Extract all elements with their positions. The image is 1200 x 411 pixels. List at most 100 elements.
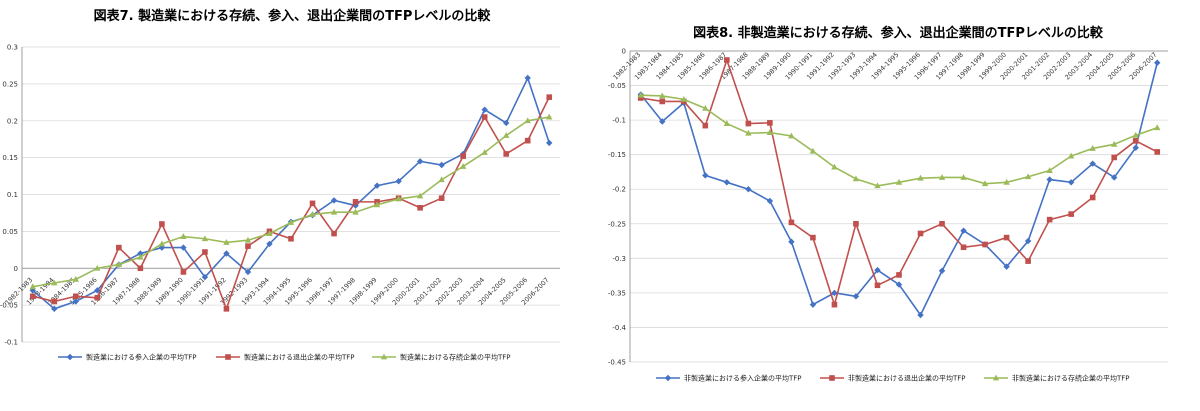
data-point: [1089, 145, 1096, 151]
data-point: [180, 244, 187, 251]
data-point: [809, 301, 817, 308]
data-point: [982, 241, 988, 248]
data-point: [1025, 258, 1031, 264]
data-point: [723, 179, 731, 186]
data-point: [115, 261, 123, 267]
data-point: [352, 199, 359, 205]
data-point: [503, 119, 510, 127]
y-tick-label: 0: [14, 265, 18, 273]
data-point: [895, 178, 903, 185]
data-point: [917, 311, 924, 319]
data-point: [137, 265, 144, 272]
data-point: [159, 221, 165, 227]
series-line: [32, 116, 550, 288]
y-tick-label: -0.35: [608, 289, 626, 297]
data-point: [416, 192, 424, 199]
y-tick-label: -0.05: [608, 82, 626, 90]
y-tick-label: 0: [622, 48, 626, 56]
data-point: [202, 249, 208, 255]
data-point: [917, 230, 924, 237]
data-point: [94, 294, 101, 301]
data-point: [524, 74, 531, 82]
data-point: [1046, 167, 1053, 173]
data-point: [73, 293, 79, 300]
data-point: [201, 273, 209, 281]
data-point: [702, 172, 709, 179]
data-point: [330, 197, 338, 204]
data-point: [116, 244, 122, 251]
data-point: [72, 298, 79, 305]
data-point: [938, 174, 946, 180]
data-point: [309, 211, 316, 217]
data-point: [1046, 216, 1053, 223]
data-point: [788, 132, 795, 139]
data-point: [266, 230, 273, 236]
data-point: [745, 120, 752, 127]
data-point: [766, 129, 774, 135]
y-tick-label: -0.3: [612, 255, 626, 263]
data-point: [438, 176, 445, 183]
legend: 非製造業における参入企業の平均TFP 非製造業における退出企業の平均TFP 非製造業…: [656, 374, 1130, 383]
data-point: [810, 234, 816, 241]
chart-title: 図表7. 製造業における存続、参入、退出企業間のTFPレベルの比較: [94, 8, 492, 24]
data-point: [1024, 173, 1032, 180]
legend: 製造業における参入企業の平均TFP 製造業における退出企業の平均TFP 製造業におけ…: [58, 353, 511, 362]
data-point: [417, 204, 423, 211]
data-point: [373, 201, 381, 208]
data-point: [1111, 140, 1118, 147]
y-tick-label: -0.15: [608, 151, 626, 159]
y-tick-label: -0.1: [612, 117, 626, 125]
data-point: [981, 180, 989, 187]
series-3: [637, 91, 1161, 189]
data-point: [244, 236, 252, 243]
data-point: [309, 200, 316, 207]
data-point: [702, 104, 709, 111]
data-point: [659, 92, 666, 99]
data-point: [788, 219, 795, 226]
data-point: [895, 281, 903, 288]
y-tick-label: 0.25: [2, 80, 18, 88]
data-point: [1132, 138, 1139, 144]
data-point: [223, 250, 230, 257]
y-tick-label: -0.25: [608, 220, 626, 228]
non-manufacturing-tfp-chart: 図表8. 非製造業における存続、参入、退出企業間のTFPレベルの比較 -0.45…: [596, 0, 1200, 407]
legend-marker: [664, 374, 672, 382]
data-point: [288, 235, 294, 242]
data-point: [460, 153, 466, 159]
series-1: [29, 74, 553, 313]
series-2: [29, 94, 553, 312]
data-point: [29, 283, 36, 290]
data-point: [51, 298, 58, 305]
data-point: [809, 147, 817, 154]
legend-marker: [992, 374, 1000, 381]
legend-marker: [225, 354, 231, 360]
data-point: [481, 106, 488, 113]
data-point: [481, 114, 488, 120]
data-point: [745, 186, 752, 193]
data-point: [158, 240, 166, 247]
data-point: [395, 178, 402, 185]
data-point: [1154, 124, 1161, 131]
data-point: [853, 220, 859, 227]
data-point: [852, 175, 860, 182]
data-point: [287, 219, 295, 225]
data-point: [51, 279, 58, 286]
y-tick-label: -0.45: [608, 359, 626, 367]
data-point: [1089, 194, 1096, 201]
legend-label: 非製造業における参入企業の平均TFP: [684, 374, 802, 383]
data-point: [896, 272, 902, 278]
data-point: [939, 220, 945, 227]
manufacturing-chart-svg: 図表7. 製造業における存続、参入、退出企業間のTFPレベルの比較 -0.1 -0…: [0, 8, 560, 362]
data-point: [1111, 174, 1118, 181]
data-point: [1132, 144, 1139, 151]
data-point: [745, 129, 752, 136]
y-tick-label: 0.2: [7, 117, 18, 125]
legend-marker: [66, 353, 74, 361]
data-point: [94, 264, 101, 271]
y-tick-label: -0.05: [0, 302, 18, 310]
data-point: [180, 233, 187, 239]
data-point: [137, 250, 144, 257]
data-point: [352, 208, 359, 215]
data-point: [223, 306, 230, 312]
data-point: [416, 158, 424, 165]
